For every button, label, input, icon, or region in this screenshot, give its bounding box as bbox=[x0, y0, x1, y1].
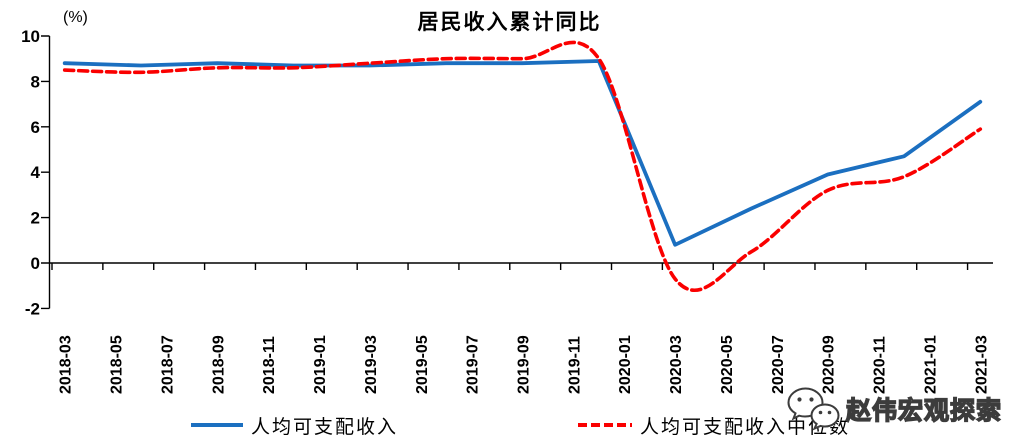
y-axis-label: 4 bbox=[31, 163, 41, 182]
x-axis-label: 2018-07 bbox=[159, 335, 176, 394]
wechat-logo-icon bbox=[787, 387, 840, 431]
x-axis-label: 2019-01 bbox=[312, 335, 329, 394]
legend-label: 人均可支配收入 bbox=[251, 416, 399, 438]
y-axis-label: 10 bbox=[21, 27, 40, 46]
legend-line-sample-solid bbox=[191, 423, 243, 427]
legend-item-disposable-income: 人均可支配收入 bbox=[190, 413, 399, 438]
x-axis-label: 2021-03 bbox=[973, 335, 990, 394]
legend-label: 人均可支配收入中位数 bbox=[640, 416, 851, 438]
watermark-text: 赵伟宏观探索 bbox=[845, 396, 1003, 425]
legend-item-median-income: 人均可支配收入中位数 bbox=[577, 413, 851, 438]
x-axis-label: 2019-03 bbox=[363, 335, 380, 394]
x-axis-label: 2018-03 bbox=[58, 335, 75, 394]
x-axis-label: 2019-07 bbox=[465, 335, 482, 394]
x-axis-label: 2019-05 bbox=[414, 335, 431, 394]
x-axis-label: 2019-09 bbox=[516, 335, 533, 394]
y-axis-unit-label: (%) bbox=[63, 9, 88, 26]
x-axis-label: 2019-11 bbox=[566, 336, 583, 394]
x-axis-label: 2020-01 bbox=[617, 335, 634, 394]
watermark: 赵伟宏观探索 bbox=[784, 385, 1002, 433]
x-axis-label: 2018-11 bbox=[261, 336, 278, 394]
y-axis bbox=[41, 35, 51, 310]
y-axis-label: -2 bbox=[25, 299, 40, 318]
x-axis bbox=[49, 262, 993, 270]
x-axis-label: 2020-05 bbox=[719, 335, 736, 394]
y-axis-label: 6 bbox=[31, 118, 40, 137]
chart-title: 居民收入累计同比 bbox=[417, 10, 602, 34]
x-axis-label: 2018-09 bbox=[210, 335, 227, 394]
x-axis-label: 2020-11 bbox=[872, 336, 889, 394]
y-axis-label: 8 bbox=[31, 72, 40, 91]
x-axis-label: 2018-05 bbox=[109, 335, 126, 394]
legend-line-sample-dashed bbox=[578, 423, 632, 427]
x-axis-label: 2020-03 bbox=[668, 335, 685, 394]
x-axis-label: 2020-09 bbox=[821, 335, 838, 394]
y-axis-label: 0 bbox=[31, 254, 40, 273]
x-axis-label: 2020-07 bbox=[770, 335, 787, 394]
y-axis-label: 2 bbox=[31, 209, 40, 228]
series-line-median-disposable-income bbox=[62, 40, 983, 293]
x-axis-label: 2021-01 bbox=[922, 335, 939, 394]
series-line-disposable-income bbox=[62, 59, 983, 247]
